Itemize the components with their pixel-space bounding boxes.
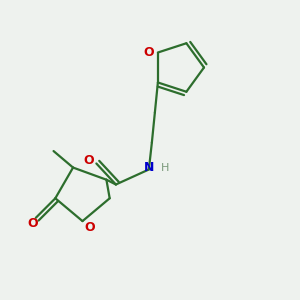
Text: O: O: [84, 154, 94, 167]
Text: O: O: [28, 217, 38, 230]
Text: H: H: [161, 163, 170, 173]
Text: O: O: [85, 220, 95, 234]
Text: N: N: [144, 161, 154, 175]
Text: O: O: [144, 46, 154, 59]
